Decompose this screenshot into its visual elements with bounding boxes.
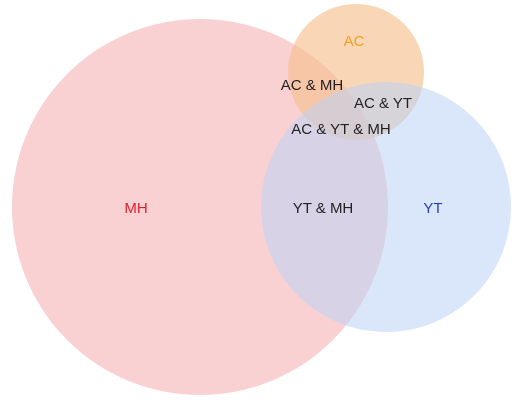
set-circle-yt: [261, 82, 511, 332]
intersection-label-ac-mh: AC & MH: [281, 77, 344, 94]
set-label-mh: MH: [124, 200, 147, 217]
intersection-label-ac-yt: AC & YT: [354, 95, 412, 112]
intersection-label-yt-mh: YT & MH: [293, 200, 354, 217]
intersection-label-ac-yt-mh: AC & YT & MH: [291, 121, 390, 138]
set-circle-mh: [12, 19, 388, 395]
set-label-yt: YT: [423, 200, 442, 217]
set-label-ac: AC: [344, 33, 365, 50]
